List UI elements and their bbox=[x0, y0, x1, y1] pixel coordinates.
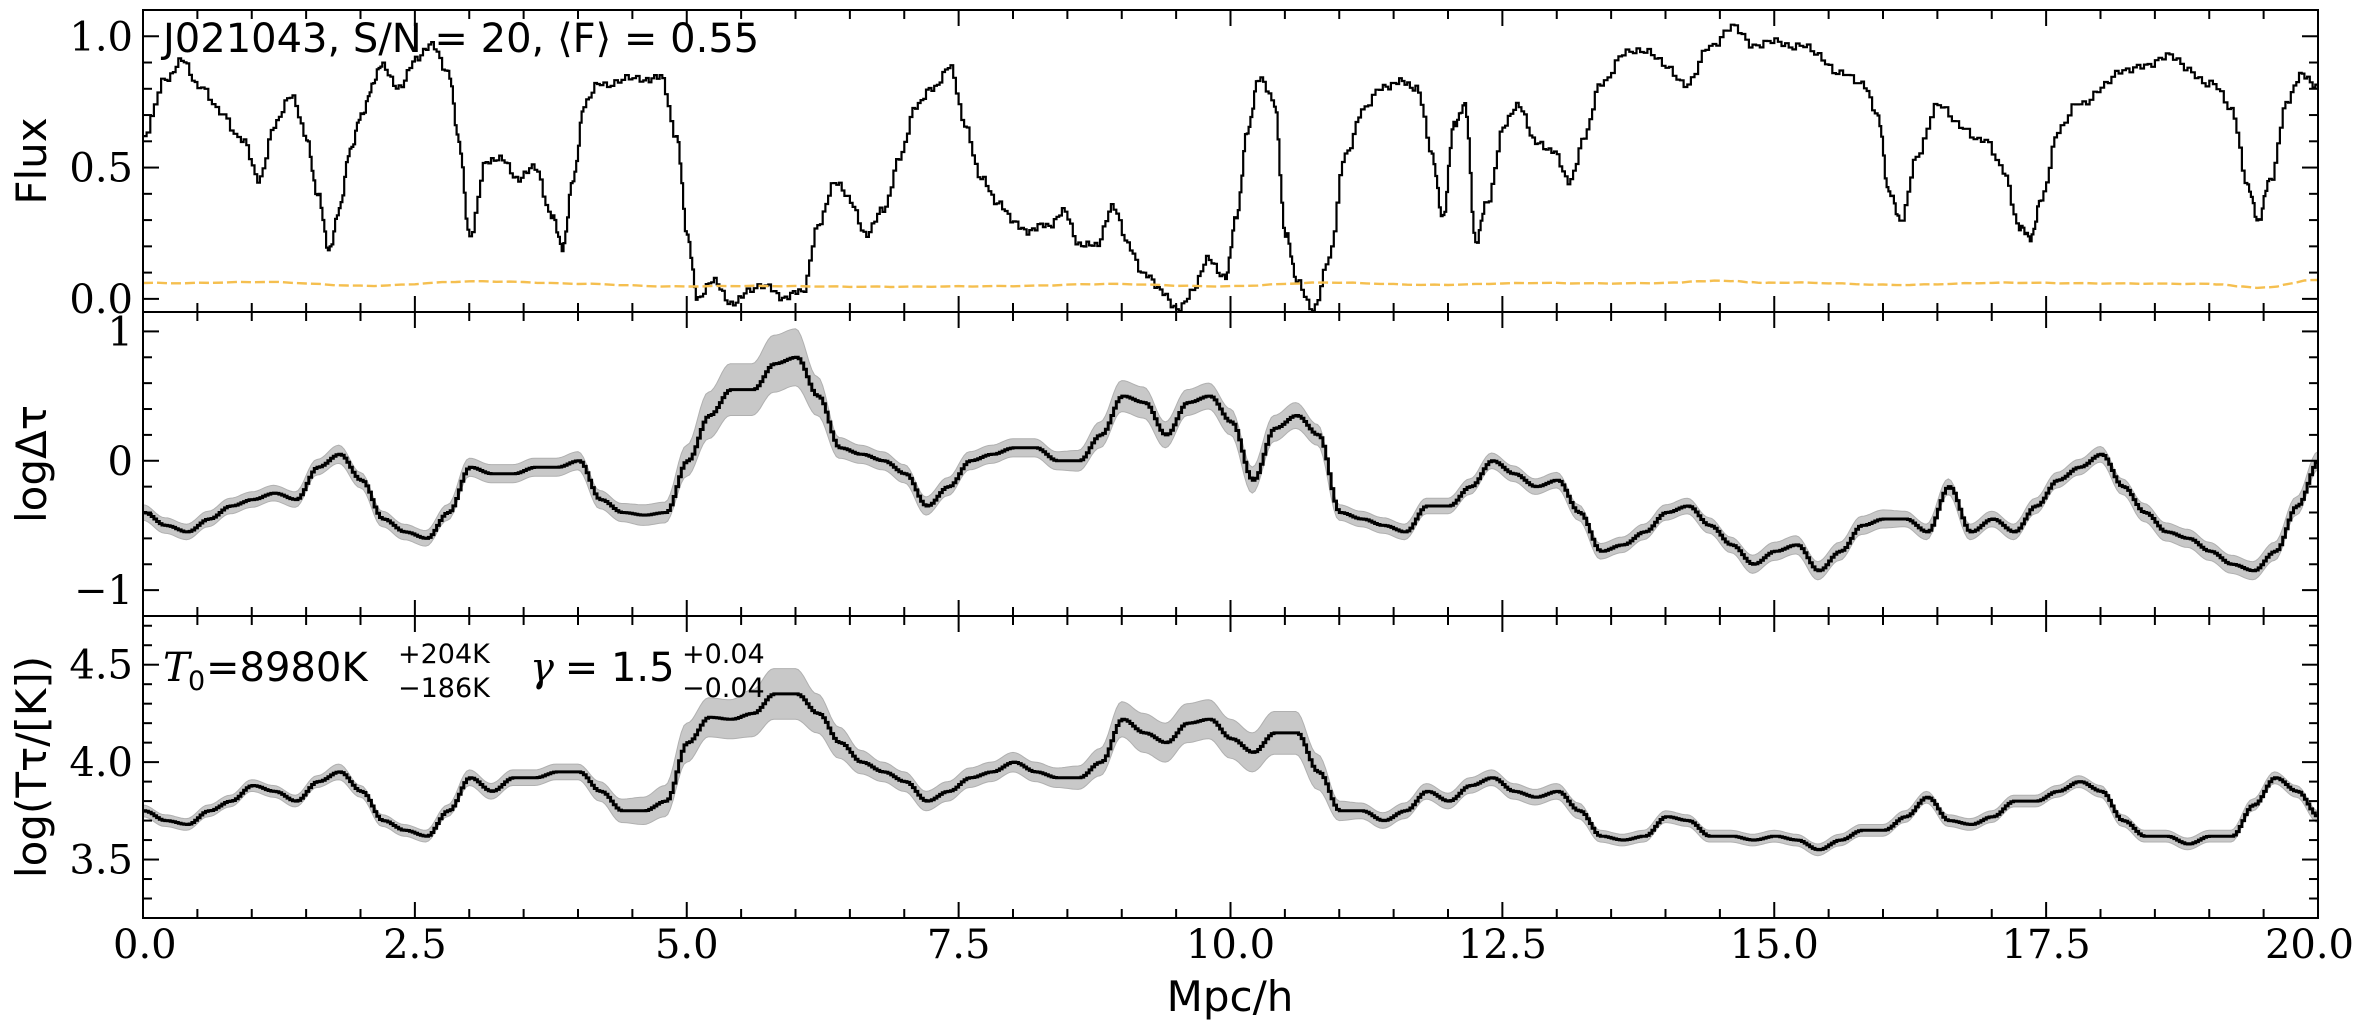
gamma-value: = 1.5 bbox=[552, 645, 675, 691]
thermal-params-annotation: T 0 =8980K +204K −186K γ = 1.5 +0.04 −0.… bbox=[163, 639, 765, 704]
x-tick-label: 15.0 bbox=[1730, 922, 1819, 968]
x-tick-label: 20.0 bbox=[2265, 922, 2354, 968]
x-tick-label: 7.5 bbox=[927, 922, 991, 968]
y-tick-label: 3.5 bbox=[69, 838, 133, 884]
t0-symbol: T bbox=[163, 645, 193, 691]
y-tick-label: 0 bbox=[108, 439, 133, 485]
flux-series-line bbox=[143, 23, 2318, 312]
t0-subscript: 0 bbox=[188, 666, 205, 697]
x-tick-label: 12.5 bbox=[1458, 922, 1547, 968]
flux-panel: 0.00.51.0 J021043, S/N = 20, ⟨F⟩ = 0.55 … bbox=[7, 9, 2319, 323]
flux-panel-title: J021043, S/N = 20, ⟨F⟩ = 0.55 bbox=[160, 16, 759, 62]
y-tick-label: 0.0 bbox=[69, 277, 133, 323]
gamma-symbol: γ bbox=[530, 645, 554, 691]
t0-upper-error: +204K bbox=[398, 639, 491, 670]
density-panel: −1 0 1 logΔτ bbox=[7, 309, 2319, 617]
density-confidence-band bbox=[143, 328, 2318, 581]
y-tick-label: −1 bbox=[74, 568, 133, 614]
temperature-panel: 3.5 4.0 4.5 0.0 2.5 5.0 7.5 10.0 12.5 15.0 17.5 20… bbox=[7, 615, 2354, 1021]
x-tick-label: 0.0 bbox=[113, 922, 177, 968]
t0-value: =8980K bbox=[206, 645, 369, 691]
gamma-lower-error: −0.04 bbox=[682, 673, 765, 704]
y-tick-label: 0.5 bbox=[69, 146, 133, 192]
x-tick-label: 2.5 bbox=[383, 922, 447, 968]
x-axis-label: Mpc/h bbox=[1167, 972, 1294, 1021]
x-tick-label: 10.0 bbox=[1186, 922, 1275, 968]
flux-ylabel: Flux bbox=[7, 117, 56, 204]
y-tick-label: 1.0 bbox=[69, 14, 133, 60]
density-median-line bbox=[143, 355, 2318, 573]
flux-error-line bbox=[143, 278, 2318, 290]
x-tick-label: 17.5 bbox=[2002, 922, 2091, 968]
t0-lower-error: −186K bbox=[398, 673, 491, 704]
y-tick-label: 4.0 bbox=[69, 740, 133, 786]
x-tick-label: 5.0 bbox=[655, 922, 719, 968]
temperature-ylabel: log(Tτ/[K]) bbox=[7, 656, 56, 878]
gamma-upper-error: +0.04 bbox=[682, 639, 765, 670]
y-tick-label: 1 bbox=[108, 309, 133, 355]
y-tick-label: 4.5 bbox=[69, 643, 133, 689]
temperature-median-line bbox=[143, 692, 2318, 852]
temperature-confidence-band bbox=[143, 668, 2318, 857]
density-ylabel: logΔτ bbox=[7, 405, 56, 523]
